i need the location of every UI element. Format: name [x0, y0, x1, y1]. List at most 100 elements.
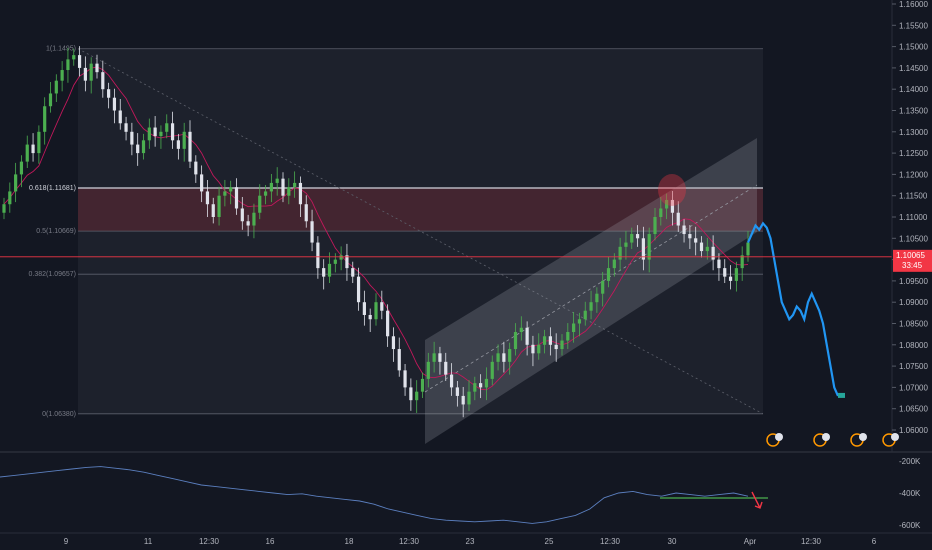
candle-body[interactable]: [43, 106, 47, 132]
candle-body[interactable]: [560, 340, 564, 350]
candle-body[interactable]: [746, 242, 750, 256]
candle-body[interactable]: [200, 174, 204, 192]
candle-body[interactable]: [391, 336, 396, 350]
time-axis[interactable]: 9 11 12:30 16 18 12:30 23 25 12:30 30 Apr 12:30 6: [64, 537, 877, 546]
candle-body[interactable]: [101, 72, 105, 90]
candle-body[interactable]: [333, 259, 337, 264]
candle-body[interactable]: [601, 280, 605, 294]
candle-body[interactable]: [728, 276, 733, 281]
candle-body[interactable]: [380, 302, 384, 311]
candle-body[interactable]: [351, 268, 355, 277]
candle-body[interactable]: [112, 97, 117, 111]
candle-body[interactable]: [711, 246, 715, 260]
candle-body[interactable]: [386, 310, 390, 337]
candle-body[interactable]: [8, 191, 12, 205]
candle-body[interactable]: [182, 131, 186, 149]
candle-body[interactable]: [95, 63, 99, 73]
candle-body[interactable]: [606, 268, 611, 281]
highlight-circle[interactable]: [658, 174, 686, 206]
candle-body[interactable]: [77, 55, 82, 68]
candle-body[interactable]: [554, 344, 558, 350]
candle-body[interactable]: [223, 191, 227, 196]
candle-body[interactable]: [537, 344, 541, 354]
candle-body[interactable]: [542, 336, 547, 345]
candle-body[interactable]: [298, 182, 303, 205]
candle-body[interactable]: [124, 123, 128, 132]
candle-body[interactable]: [304, 204, 308, 222]
candle-body[interactable]: [89, 63, 93, 81]
candle-body[interactable]: [31, 144, 35, 154]
candle-body[interactable]: [275, 178, 279, 183]
candle-body[interactable]: [258, 195, 262, 213]
candle-body[interactable]: [205, 191, 210, 205]
candle-body[interactable]: [490, 361, 494, 379]
candle-body[interactable]: [118, 110, 122, 124]
candle-body[interactable]: [688, 234, 692, 239]
candle-body[interactable]: [176, 140, 180, 149]
candle-body[interactable]: [455, 387, 459, 396]
candle-body[interactable]: [368, 314, 372, 320]
candle-body[interactable]: [449, 374, 454, 388]
candle-body[interactable]: [147, 127, 151, 141]
candle-body[interactable]: [14, 174, 18, 192]
event-icons[interactable]: [766, 433, 899, 447]
candle-body[interactable]: [83, 67, 87, 81]
candle-body[interactable]: [356, 276, 361, 303]
candle-body[interactable]: [426, 361, 430, 379]
candle-body[interactable]: [322, 268, 326, 277]
candle-body[interactable]: [374, 302, 378, 320]
candle-body[interactable]: [740, 255, 744, 269]
candle-body[interactable]: [130, 131, 134, 145]
candle-body[interactable]: [548, 336, 552, 345]
candle-body[interactable]: [653, 217, 657, 235]
candle-body[interactable]: [339, 255, 343, 260]
candle-body[interactable]: [420, 378, 425, 392]
candle-body[interactable]: [513, 332, 518, 350]
candle-body[interactable]: [107, 89, 111, 98]
candle-body[interactable]: [444, 361, 448, 375]
candle-body[interactable]: [624, 242, 628, 247]
candle-body[interactable]: [659, 208, 663, 217]
candle-body[interactable]: [612, 259, 616, 269]
projection-path[interactable]: [746, 221, 845, 398]
projection-line[interactable]: [746, 221, 840, 397]
candle-body[interactable]: [281, 178, 285, 196]
candle-body[interactable]: [415, 391, 419, 401]
candle-body[interactable]: [287, 187, 291, 196]
candle-body[interactable]: [217, 195, 221, 217]
candle-body[interactable]: [66, 59, 70, 71]
candle-body[interactable]: [136, 144, 140, 154]
candle-body[interactable]: [48, 93, 53, 107]
candle-body[interactable]: [293, 182, 297, 188]
candle-body[interactable]: [25, 144, 29, 162]
candle-body[interactable]: [723, 268, 727, 277]
candle-body[interactable]: [403, 370, 407, 388]
candle-body[interactable]: [252, 212, 256, 226]
candle-body[interactable]: [246, 221, 250, 226]
candle-body[interactable]: [362, 302, 366, 315]
candle-body[interactable]: [327, 263, 332, 277]
candle-body[interactable]: [188, 131, 192, 162]
candle-body[interactable]: [240, 208, 244, 222]
indicator-line[interactable]: [0, 466, 749, 524]
candle-body[interactable]: [577, 319, 582, 324]
candle-body[interactable]: [473, 383, 477, 392]
candle-body[interactable]: [397, 349, 401, 371]
candle-body[interactable]: [502, 353, 506, 362]
candle-body[interactable]: [705, 246, 709, 252]
candle-body[interactable]: [194, 161, 198, 175]
candle-body[interactable]: [461, 395, 465, 405]
candle-body[interactable]: [496, 353, 500, 362]
candle-body[interactable]: [665, 199, 669, 209]
indicator-pane[interactable]: [0, 466, 749, 524]
candle-body[interactable]: [531, 344, 535, 354]
candle-body[interactable]: [572, 323, 576, 333]
candle-body[interactable]: [479, 383, 483, 388]
candle-body[interactable]: [72, 55, 76, 60]
price-axis[interactable]: 1.16000 1.15500 1.15000 1.14500 1.14000 1.135…: [892, 0, 928, 435]
candle-body[interactable]: [310, 221, 314, 243]
candle-body[interactable]: [717, 259, 721, 269]
candle-body[interactable]: [345, 255, 349, 269]
candle-body[interactable]: [670, 199, 675, 213]
